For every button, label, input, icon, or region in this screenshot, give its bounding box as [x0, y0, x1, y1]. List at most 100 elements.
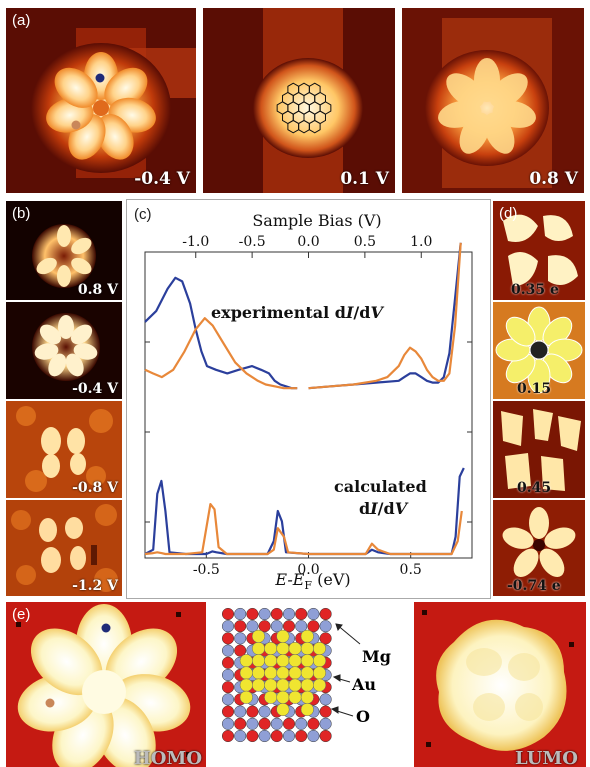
mg-atom: [234, 632, 247, 645]
voltage-label: -0.4 V: [72, 381, 118, 397]
experimental-orange-line: [144, 242, 462, 390]
panel-b-image-4: -1.2 V: [6, 500, 122, 596]
panel-b-image-3: -0.8 V: [6, 401, 122, 498]
o-atom: [282, 717, 296, 730]
panel-a-image-2: 0.1 V: [203, 8, 395, 193]
mg-atom: [307, 607, 320, 621]
panel-c-chart: (c) Sample Bias (V) -1.0 -0.5 0.0 0.5 1.0 -0…: [126, 199, 491, 599]
mg-atom: [282, 729, 296, 743]
mg-atom: [234, 607, 247, 621]
au-atom: [288, 654, 302, 668]
o-atom: [234, 717, 247, 730]
o-atom: [246, 607, 259, 621]
mg-atom: [258, 729, 271, 743]
au-atom: [276, 641, 290, 656]
blue-marker-dot: [95, 73, 105, 83]
orange-marker-dot: [71, 120, 81, 130]
mg-atom: [221, 693, 235, 706]
atom-label-mg: Mg: [362, 647, 391, 666]
calculated-orange-line: [144, 503, 463, 556]
atom-label-o: O: [356, 707, 370, 726]
didv-chart: Sample Bias (V) -1.0 -0.5 0.0 0.5 1.0 -0.5 0.…: [144, 211, 473, 592]
panel-e-lattice: Mg Au O: [210, 602, 410, 767]
au-atom: [276, 666, 290, 680]
voltage-label: 0.15: [517, 381, 552, 397]
au-atom: [288, 678, 302, 692]
o-atom: [234, 620, 247, 633]
bottom-tick-label: -0.5: [193, 562, 220, 578]
au-atom: [264, 690, 278, 704]
au-atom: [239, 690, 253, 704]
o-atom: [246, 705, 259, 718]
au-atom: [239, 678, 253, 692]
panel-a-image-3: 0.8 V: [402, 8, 584, 193]
top-tick-label: -1.0: [182, 234, 209, 250]
o-atom: [246, 729, 259, 743]
voltage-label: -0.74 e: [507, 578, 561, 594]
voltage-label: -0.8 V: [72, 480, 118, 496]
mg-atom: [258, 705, 271, 718]
au-atom: [300, 641, 314, 656]
atom-label-au: Au: [351, 675, 376, 694]
o-atom: [221, 705, 235, 718]
au-atom: [264, 666, 278, 680]
panel-label-d: (d): [499, 205, 518, 222]
mg-atom: [295, 620, 308, 633]
o-atom: [307, 620, 320, 633]
au-atom: [264, 654, 278, 668]
o-atom: [258, 620, 271, 633]
o-atom: [221, 729, 235, 743]
top-tick-label: 1.0: [410, 234, 432, 250]
hex-ring: [319, 101, 332, 115]
panel-b-image-2: -0.4 V: [6, 302, 122, 399]
o-atom: [270, 729, 283, 743]
au-atom: [251, 629, 266, 643]
au-atom: [276, 702, 290, 717]
au-atom: [300, 678, 314, 692]
au-atom: [239, 654, 253, 668]
panel-e-lumo: LUMO: [414, 602, 586, 767]
bottom-tick-label: 0.0: [297, 562, 319, 578]
mg-atom: [295, 717, 308, 730]
bottom-axis-ticks: -0.5 0.0 0.5: [145, 341, 472, 578]
au-atom: [312, 654, 327, 668]
au-atom: [276, 678, 290, 692]
mg-atom: [246, 620, 259, 633]
au-atom: [264, 678, 278, 692]
panel-label-b: (b): [12, 205, 31, 222]
panel-d-image-2: 0.15: [493, 302, 585, 399]
au-atom: [276, 629, 290, 643]
lumo-label: LUMO: [515, 748, 578, 767]
mg-atom: [258, 607, 271, 621]
voltage-label: 0.1 V: [340, 169, 389, 189]
top-tick-label: -0.5: [239, 234, 266, 250]
au-atom: [251, 641, 266, 656]
mg-atom: [221, 620, 235, 633]
au-atom: [312, 666, 327, 680]
o-atom: [282, 620, 296, 633]
panel-label-c: (c): [134, 206, 152, 223]
o-atom: [221, 632, 235, 645]
o-atom: [221, 656, 235, 669]
o-atom: [319, 607, 332, 621]
mg-atom: [246, 717, 259, 730]
panel-d-image-3: 0.45: [493, 401, 585, 498]
stm-image-molecule: [253, 8, 363, 193]
panel-d-image-1: (d) 0.35 e: [493, 201, 585, 300]
au-atom: [239, 666, 253, 680]
mg-atom: [234, 705, 247, 718]
top-tick-label: 0.5: [354, 234, 376, 250]
au-atom: [312, 641, 327, 656]
o-atom: [295, 729, 308, 743]
panel-b-image-1: (b) 0.8 V: [6, 201, 122, 300]
au-atom: [300, 690, 314, 704]
voltage-label: -1.2 V: [72, 578, 118, 594]
mg-atom: [234, 729, 247, 743]
lumo-orbital: [422, 610, 574, 751]
mg-atom: [282, 607, 296, 621]
panel-a-image-1: (a) -0.4 V: [6, 8, 196, 193]
panel-label-e: (e): [12, 606, 31, 623]
orange-marker-dot: [45, 698, 55, 708]
au-atom: [264, 641, 278, 656]
plot-frame: [144, 251, 473, 559]
